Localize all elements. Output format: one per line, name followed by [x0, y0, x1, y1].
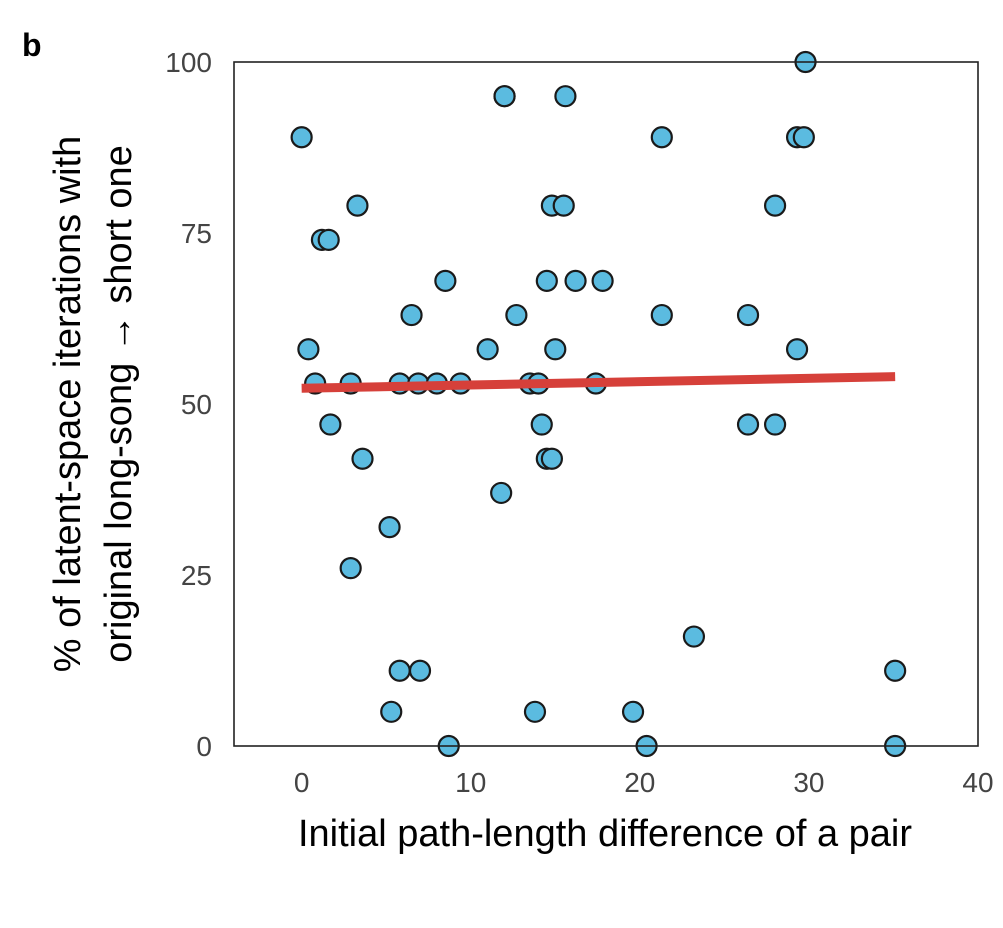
- data-point: [339, 557, 362, 580]
- trend-line: [301, 372, 896, 393]
- data-point: [650, 303, 673, 327]
- y-tick-label: 75: [181, 218, 212, 249]
- data-point: [319, 413, 342, 436]
- data-point: [682, 625, 706, 648]
- data-point: [505, 303, 528, 327]
- data-point: [763, 413, 787, 436]
- data-point: [736, 413, 760, 436]
- data-point: [736, 303, 760, 327]
- data-point: [530, 413, 553, 436]
- x-tick-label: 40: [962, 767, 993, 798]
- data-point: [554, 85, 577, 108]
- data-point: [434, 269, 457, 292]
- data-point: [351, 447, 374, 470]
- x-axis-title: Initial path-length difference of a pair: [298, 813, 912, 855]
- y-axis-ticks: 0 25 50 75 100: [165, 47, 212, 762]
- data-point: [621, 700, 645, 723]
- y-axis-title-line-2: original long-song → short one: [98, 145, 140, 663]
- data-point: [346, 194, 369, 217]
- data-point: [540, 447, 563, 470]
- data-point: [408, 659, 432, 682]
- x-tick-label: 10: [455, 767, 486, 798]
- y-axis-title: % of latent-space iterations with origin…: [47, 136, 140, 673]
- data-point: [523, 700, 547, 723]
- y-tick-label: 50: [181, 389, 212, 420]
- data-point: [400, 303, 423, 327]
- data-point: [544, 338, 567, 361]
- x-axis-ticks: 0 10 20 30 40: [294, 767, 994, 798]
- data-point: [884, 659, 907, 682]
- data-point: [493, 85, 516, 108]
- panel-label: b: [22, 27, 42, 63]
- data-point: [591, 269, 614, 292]
- x-tick-label: 0: [294, 767, 310, 798]
- data-point: [535, 269, 558, 292]
- plot-area: [233, 50, 979, 758]
- data-point: [490, 481, 513, 505]
- y-tick-label: 0: [196, 731, 212, 762]
- data-point: [792, 126, 815, 149]
- points-layer: [290, 50, 907, 758]
- data-point: [763, 194, 787, 217]
- data-point: [650, 126, 673, 149]
- x-tick-label: 20: [624, 767, 655, 798]
- plot-frame: [233, 61, 979, 747]
- data-point: [317, 228, 340, 251]
- data-point: [290, 126, 313, 149]
- y-tick-label: 100: [165, 47, 212, 78]
- data-point: [297, 338, 320, 361]
- data-point: [552, 194, 575, 217]
- data-point: [564, 269, 587, 292]
- data-point: [785, 338, 809, 361]
- data-point: [378, 516, 401, 539]
- data-point: [388, 659, 411, 682]
- y-axis-title-line-1: % of latent-space iterations with: [47, 136, 89, 673]
- y-tick-label: 25: [181, 560, 212, 591]
- data-point: [380, 700, 403, 723]
- x-tick-label: 30: [793, 767, 824, 798]
- data-point: [476, 338, 499, 361]
